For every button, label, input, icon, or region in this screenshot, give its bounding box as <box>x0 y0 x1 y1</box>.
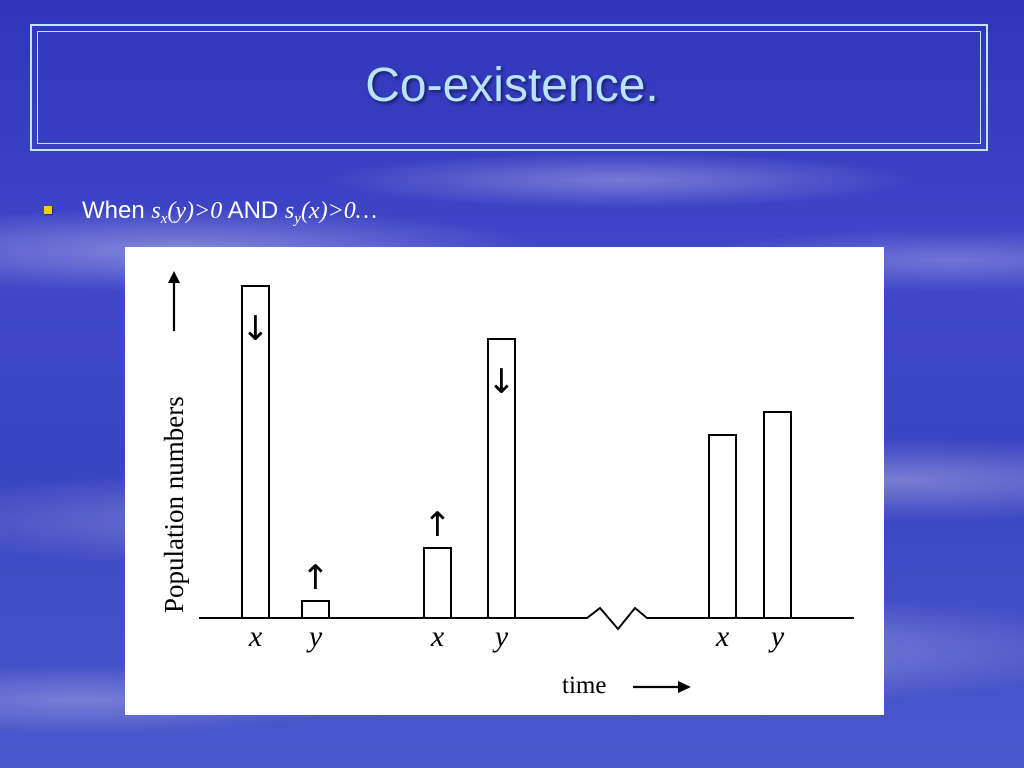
cond1-s: s <box>151 198 161 224</box>
up-arrow-icon: ↑ <box>423 505 452 545</box>
conjunction: AND <box>227 197 279 224</box>
baseline <box>199 606 854 631</box>
bar-y-group-1 <box>301 600 330 619</box>
x-axis-label: time <box>562 672 606 699</box>
title-frame-inner-border <box>37 31 981 144</box>
bar-label-x-group-3: x <box>715 620 730 653</box>
figure-panel: Population numbers x ↓ y ↑ x ↑ y ↓ x y time <box>125 247 884 715</box>
cond1-rest: (y)>0 <box>167 198 223 224</box>
bullet-text: When sx(y)>0 AND sy(x)>0… <box>82 194 377 236</box>
down-arrow-icon: ↓ <box>487 362 516 402</box>
bullet-prefix: When <box>82 197 145 224</box>
cond2-rest: (x)>0… <box>300 198 378 224</box>
cond2-sub: y <box>294 211 301 227</box>
y-axis-arrow-head <box>168 271 180 283</box>
y-axis-label: Population numbers <box>159 396 189 613</box>
cond2-s: s <box>284 198 295 224</box>
condition-sy: sy(x)>0… <box>284 198 378 227</box>
slide-title: Co-existence. <box>365 59 659 112</box>
bar-y-group-2 <box>487 338 516 619</box>
bar-label-x-group-2: x <box>430 620 445 653</box>
down-arrow-icon: ↓ <box>241 309 270 349</box>
bar-x-group-1 <box>241 285 270 619</box>
bar-y-group-3 <box>763 411 792 619</box>
square-bullet-icon <box>44 206 52 214</box>
condition-sx: sx(y)>0 <box>151 198 223 227</box>
up-arrow-icon: ↑ <box>301 558 330 598</box>
population-bar-diagram: Population numbers x ↓ y ↑ x ↑ y ↓ x y time <box>159 271 854 699</box>
bar-x-group-2 <box>423 547 452 619</box>
bar-label-y-group-1: y <box>306 620 323 653</box>
bar-label-y-group-3: y <box>768 620 785 653</box>
bars-layer: x ↓ y ↑ x ↑ y ↓ x y <box>241 285 792 653</box>
title-frame <box>30 24 988 151</box>
bar-label-y-group-2: y <box>492 620 509 653</box>
cond1-sub: x <box>160 211 168 227</box>
bar-label-x-group-1: x <box>248 620 263 653</box>
bar-x-group-3 <box>708 434 737 619</box>
x-axis-arrow-head <box>678 681 691 693</box>
